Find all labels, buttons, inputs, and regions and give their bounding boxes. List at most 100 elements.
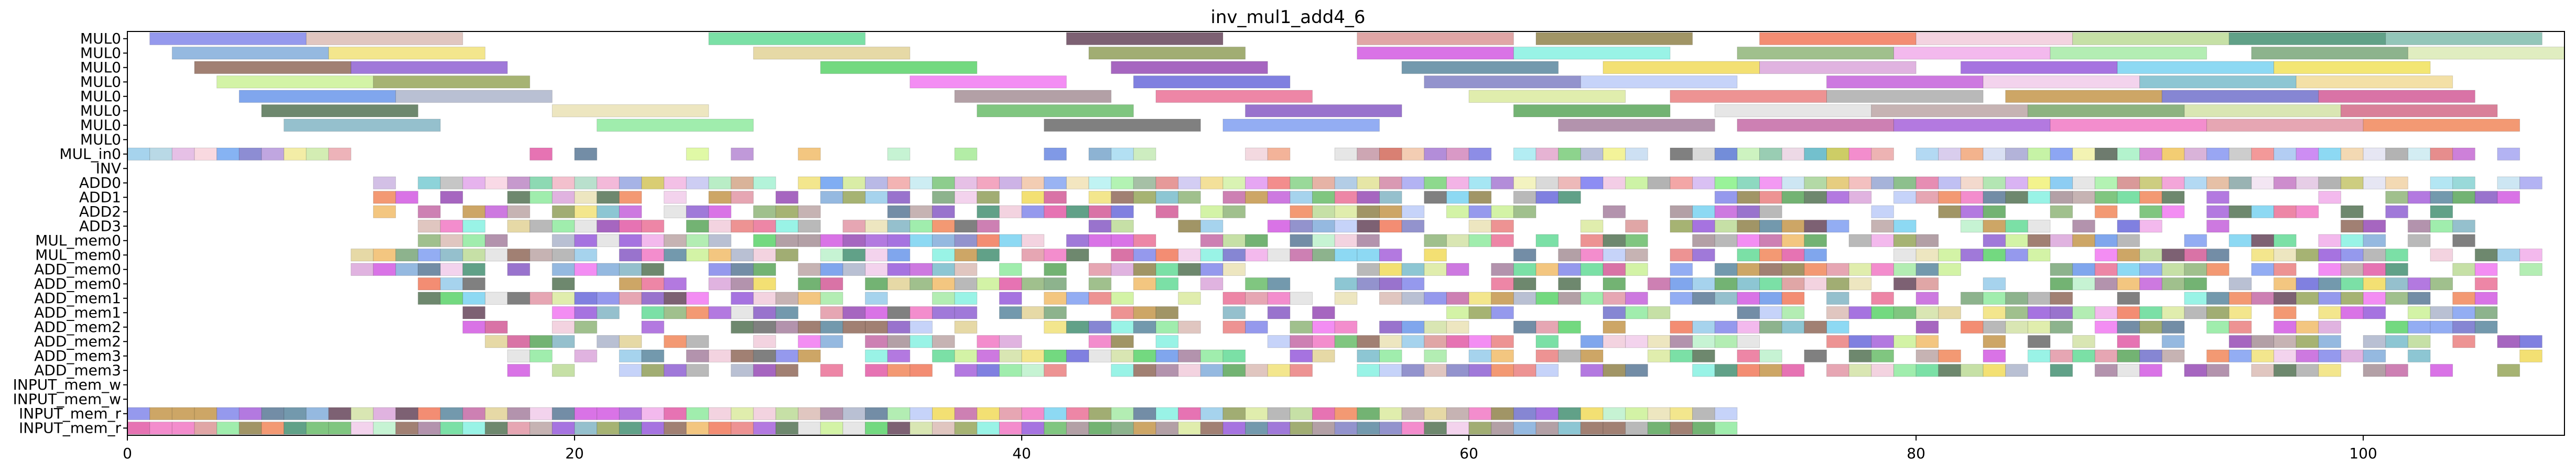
gantt-tick [1826,263,1849,276]
y-tick-label: MUL_in0 [59,145,121,163]
gantt-tick [1625,147,1648,160]
gantt-tick [171,422,195,435]
gantt-tick [2340,147,2364,160]
gantt-tick [887,335,911,348]
gantt-bar [2117,61,2275,74]
gantt-tick [2161,249,2185,262]
gantt-tick [2161,263,2185,276]
gantt-tick [686,349,709,362]
gantt-tick [1915,277,1939,291]
gantt-tick [2318,277,2341,291]
gantt-tick [1714,407,1738,420]
gantt-tick [2251,335,2275,348]
gantt-tick [1334,147,1358,160]
gantt-tick [2094,277,2118,291]
gantt-bar [1826,76,1984,89]
gantt-tick [2385,364,2408,377]
gantt-tick [1692,407,1715,420]
gantt-tick [1424,335,1447,348]
gantt-tick [2430,364,2453,377]
gantt-tick [2296,147,2319,160]
gantt-bar [2027,104,2185,117]
gantt-tick [1670,176,1693,189]
gantt-tick [753,277,776,291]
gantt-tick [977,205,1000,218]
gantt-tick [887,277,911,291]
gantt-tick [910,176,933,189]
gantt-bar [395,90,553,103]
gantt-tick [2005,292,2028,305]
gantt-tick [1155,263,1179,276]
gantt-tick [1379,205,1402,218]
gantt-tick [1155,277,1179,291]
gantt-tick [2340,205,2364,218]
x-tick-label: 60 [1459,445,1478,462]
gantt-tick [887,407,911,420]
gantt-tick [864,320,888,334]
gantt-tick [529,220,553,233]
gantt-tick [1044,364,1067,377]
gantt-tick [2407,277,2431,291]
gantt-tick [1222,306,1246,319]
gantt-bar [1603,61,1760,74]
gantt-tick [932,176,955,189]
gantt-tick [954,292,978,305]
gantt-tick [306,422,329,435]
gantt-tick [820,263,843,276]
gantt-tick [1983,234,2006,247]
gantt-tick [1781,277,1805,291]
gantt-tick [664,191,687,204]
gantt-tick [2206,320,2229,334]
gantt-tick [1468,292,1492,305]
gantt-tick [2519,263,2542,276]
gantt-tick [2161,335,2185,348]
gantt-tick [798,292,821,305]
gantt-tick [551,306,575,319]
gantt-tick [2296,205,2319,218]
gantt-tick [1200,263,1224,276]
gantt-tick [1401,422,1425,435]
gantt-tick [1580,422,1604,435]
gantt-tick [1513,407,1536,420]
gantt-tick [1759,176,1782,189]
gantt-bar [2228,32,2386,45]
gantt-tick [1222,205,1246,218]
gantt-tick [1737,320,1760,334]
gantt-bar [1580,76,1738,89]
y-tick-label: ADD_mem0 [34,261,121,278]
gantt-bar [1670,90,1827,103]
gantt-tick [1044,292,1067,305]
gantt-tick [798,205,821,218]
gantt-tick [373,407,396,420]
gantt-tick [1401,147,1425,160]
gantt-tick [1714,335,1738,348]
gantt-tick [798,220,821,233]
gantt-tick [820,234,843,247]
gantt-tick [1088,220,1112,233]
gantt-tick [686,407,709,420]
gantt-tick [1021,176,1045,189]
gantt-tick [1826,306,1849,319]
gantt-tick [2094,191,2118,204]
gantt-tick [954,176,978,189]
gantt-tick [1111,306,1134,319]
gantt-tick [1312,422,1335,435]
gantt-tick [2340,176,2364,189]
gantt-tick [1535,422,1559,435]
gantt-tick [1267,306,1291,319]
gantt-tick [1692,349,1715,362]
gantt-tick [1893,176,1917,189]
gantt-tick [2274,147,2297,160]
gantt-tick [1245,364,1268,377]
gantt-tick [1871,292,1894,305]
gantt-tick [1804,263,1827,276]
gantt-tick [2206,349,2229,362]
gantt-tick [1625,220,1648,233]
gantt-tick [932,292,955,305]
gantt-tick [999,234,1022,247]
gantt-tick [1334,320,1358,334]
gantt-tick [753,292,776,305]
gantt-tick [462,205,485,218]
gantt-bar [2206,119,2364,132]
gantt-tick [731,147,754,160]
